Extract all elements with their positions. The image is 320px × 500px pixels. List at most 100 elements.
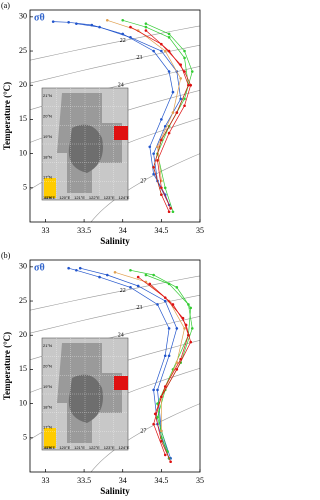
profile-point xyxy=(67,21,70,24)
profile-point xyxy=(179,63,182,67)
map-lon-label: 119°E xyxy=(45,445,56,450)
isopycnal xyxy=(30,117,200,190)
x-tick-label: 33.5 xyxy=(77,226,91,235)
profile-point xyxy=(190,327,194,330)
profile-point xyxy=(184,323,188,327)
x-tick-label: 34 xyxy=(119,476,127,485)
profile-line xyxy=(149,283,192,456)
profile-point xyxy=(78,266,82,270)
profile-point xyxy=(160,429,163,433)
map-lat-label: 20°N xyxy=(43,113,52,118)
profile-point xyxy=(160,193,163,196)
map-lon-label: 124°E xyxy=(119,195,130,200)
map-lon-label: 122°E xyxy=(89,445,100,450)
x-tick-label: 33 xyxy=(41,476,49,485)
profile-point xyxy=(75,22,78,25)
profile-point xyxy=(160,186,163,190)
profile-point xyxy=(183,56,186,60)
profile-point xyxy=(129,25,132,29)
profile-point xyxy=(183,49,186,53)
y-tick-label: 15 xyxy=(19,114,27,123)
profile-point xyxy=(167,282,171,286)
profile-point xyxy=(167,70,171,73)
profile-point xyxy=(129,286,132,289)
profile-point xyxy=(67,266,70,270)
x-axis-label: Salinity xyxy=(100,486,130,496)
profile-point xyxy=(171,303,175,306)
isopycnal-label: 23 xyxy=(136,305,142,311)
profile-point xyxy=(160,138,163,142)
map-lon-label: 123°E xyxy=(104,445,115,450)
profile-point xyxy=(163,453,167,457)
profile-point xyxy=(187,83,190,87)
map-lon-label: 121°E xyxy=(74,195,85,200)
profile-line xyxy=(68,267,170,459)
x-tick-label: 34 xyxy=(119,226,127,235)
profile-point xyxy=(153,412,157,416)
profile-point xyxy=(136,275,140,279)
profile-point xyxy=(144,29,148,32)
profile-point xyxy=(169,207,172,210)
profile-point xyxy=(156,402,159,405)
profile-point xyxy=(156,145,159,149)
profile-point xyxy=(51,20,55,23)
profile-point xyxy=(156,303,159,306)
profile-point xyxy=(144,273,148,277)
profile-point xyxy=(160,439,163,443)
figure: 22232425262721°N20°N19°N18°N17°N16°N119°… xyxy=(1,1,204,496)
profile-point xyxy=(144,22,148,25)
panel: 22232425262721°N20°N19°N18°N17°N16°N119°… xyxy=(1,1,204,246)
profile-point xyxy=(160,49,163,53)
profile-point xyxy=(189,306,193,310)
map-lat-label: 18°N xyxy=(43,404,52,409)
profile-point xyxy=(152,49,155,53)
y-tick-label: 20 xyxy=(19,330,27,339)
map-lon-label: 123°E xyxy=(104,195,115,200)
profile-point xyxy=(152,172,155,176)
isopycnal-label: 24 xyxy=(118,83,124,89)
profile-line xyxy=(76,23,182,206)
y-axis-label: Temperature (°C) xyxy=(2,82,12,150)
map-lon-label: 119°E xyxy=(45,195,56,200)
profile-point xyxy=(167,354,171,358)
y-axis-label: Temperature (°C) xyxy=(2,332,12,400)
plot-frame xyxy=(29,9,201,223)
map-lat-label: 18°N xyxy=(43,154,52,159)
y-tick-label: 25 xyxy=(19,296,27,305)
profile-point xyxy=(152,388,155,392)
profile-point xyxy=(160,395,163,399)
profile-point xyxy=(129,36,132,39)
profile-point xyxy=(113,271,117,274)
profile-point xyxy=(98,275,101,279)
profile-point xyxy=(152,165,155,169)
map-lat-label: 20°N xyxy=(43,363,52,368)
profile-point xyxy=(152,273,155,277)
profile-point xyxy=(163,124,167,128)
profile-point xyxy=(160,42,163,46)
panel: 22232425262721°N20°N19°N18°N17°N16°N119°… xyxy=(1,251,204,496)
y-tick-label: 5 xyxy=(23,183,27,192)
profile-point xyxy=(121,18,125,22)
profile-point xyxy=(175,361,179,364)
profile-point xyxy=(183,327,186,330)
y-tick-label: 20 xyxy=(19,80,27,89)
profile-point xyxy=(189,83,193,87)
profile-point xyxy=(169,460,172,464)
x-tick-label: 33.5 xyxy=(77,476,91,485)
y-tick-label: 25 xyxy=(19,46,27,55)
profile-point xyxy=(183,104,186,108)
profile-point xyxy=(129,268,132,272)
profile-point xyxy=(156,159,159,162)
y-tick-label: 30 xyxy=(19,262,27,271)
profile-point xyxy=(144,25,148,29)
isopycnal-label: 23 xyxy=(136,55,142,61)
profile-point xyxy=(148,145,152,149)
profile-point xyxy=(156,388,159,392)
isopycnal-label: 22 xyxy=(120,38,126,44)
plot-area: 222324252627 xyxy=(30,18,200,222)
profile-point xyxy=(152,152,155,155)
isopycnal-label: 22 xyxy=(120,288,126,294)
isopycnal xyxy=(90,403,200,472)
